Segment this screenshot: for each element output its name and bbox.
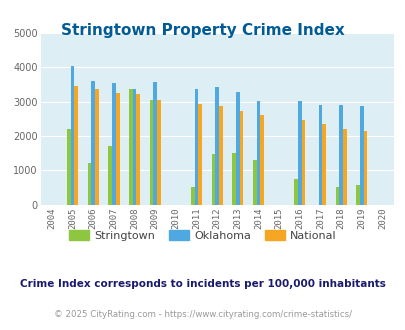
Bar [136,94,140,205]
Bar [363,131,367,205]
Bar [294,179,297,205]
Bar [95,89,98,205]
Bar [339,105,342,205]
Bar [194,89,198,205]
Bar [252,160,256,205]
Bar [219,106,222,205]
Bar [215,87,219,205]
Legend: Stringtown, Oklahoma, National: Stringtown, Oklahoma, National [64,226,341,245]
Bar [115,93,119,205]
Bar [342,129,346,205]
Bar [108,146,112,205]
Bar [318,105,322,205]
Text: © 2025 CityRating.com - https://www.cityrating.com/crime-statistics/: © 2025 CityRating.com - https://www.city… [54,310,351,319]
Bar [153,82,157,205]
Bar [232,153,235,205]
Bar [301,120,305,205]
Bar [335,187,339,205]
Bar [322,124,325,205]
Bar [355,185,359,205]
Bar [359,107,363,205]
Text: Stringtown Property Crime Index: Stringtown Property Crime Index [61,23,344,38]
Bar [70,66,74,205]
Bar [190,187,194,205]
Bar [67,129,70,205]
Bar [256,101,260,205]
Bar [87,163,91,205]
Bar [149,100,153,205]
Bar [74,86,78,205]
Bar [297,101,301,205]
Bar [157,100,160,205]
Bar [235,92,239,205]
Bar [132,89,136,205]
Bar [112,83,115,205]
Bar [198,104,202,205]
Bar [239,111,243,205]
Bar [260,115,263,205]
Bar [129,88,132,205]
Bar [211,154,215,205]
Text: Crime Index corresponds to incidents per 100,000 inhabitants: Crime Index corresponds to incidents per… [20,279,385,289]
Bar [91,81,95,205]
